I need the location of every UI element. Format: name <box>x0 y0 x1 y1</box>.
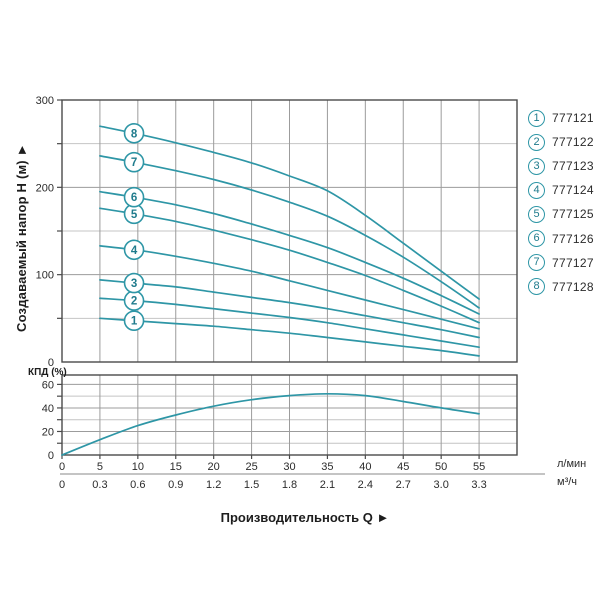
legend-number-circle: 1 <box>528 109 545 127</box>
legend-number-circle: 6 <box>528 230 545 248</box>
efficiency-axis-label: КПД (%) <box>28 367 67 378</box>
curve-legend: 1 777121 2 777122 3 777123 4 777124 5 777125 6 7771… <box>528 106 598 299</box>
curve-label-circle-7 <box>123 151 145 173</box>
x-tick-label-m3h: 0 <box>59 479 65 491</box>
x-tick-label-m3h: 0.9 <box>168 479 183 491</box>
legend-number-circle: 8 <box>528 278 545 296</box>
efficiency-y-tick-label: 0 <box>48 450 54 462</box>
curve-label-number-5: 5 <box>131 209 138 221</box>
legend-item-777123: 3 777123 <box>528 154 598 178</box>
legend-model-number: 777121 <box>552 111 594 126</box>
x-tick-label-lmin: 50 <box>435 461 447 473</box>
curve-label-circle-3 <box>123 272 145 294</box>
legend-item-777122: 2 777122 <box>528 130 598 154</box>
curve-label-circle-1 <box>123 310 145 331</box>
x-tick-label-m3h: 0.3 <box>92 479 107 491</box>
x-tick-label-m3h: 0.6 <box>130 479 145 491</box>
curve-label-number-2: 2 <box>131 296 137 308</box>
legend-number-circle: 5 <box>528 205 545 223</box>
head-curve-5 <box>99 207 480 324</box>
legend-item-777124: 4 777124 <box>528 178 598 202</box>
curve-label-circle-4 <box>123 239 145 261</box>
curve-label-number-6: 6 <box>131 192 137 204</box>
curve-label-number-3: 3 <box>131 278 137 290</box>
x-tick-label-lmin: 20 <box>208 461 220 473</box>
x-tick-label-m3h: 2.7 <box>396 479 411 491</box>
head-curve-7 <box>99 155 480 309</box>
efficiency-y-tick-label: 40 <box>42 403 54 415</box>
x-tick-label-m3h: 2.4 <box>358 479 373 491</box>
head-curve-1 <box>99 317 480 357</box>
legend-model-number: 777122 <box>552 135 594 150</box>
unit-cubic-meters-per-hour: м³/ч <box>557 476 578 488</box>
legend-model-number: 777128 <box>552 279 594 294</box>
legend-model-number: 777124 <box>552 183 594 198</box>
x-tick-label-lmin: 30 <box>283 461 295 473</box>
legend-number-circle: 4 <box>528 181 545 199</box>
x-tick-label-lmin: 0 <box>59 461 65 473</box>
legend-model-number: 777123 <box>552 159 594 174</box>
curve-label-circle-6 <box>123 186 145 208</box>
x-axis-title: Производительность Q ► <box>220 510 390 525</box>
legend-model-number: 777127 <box>552 255 594 270</box>
x-tick-label-lmin: 55 <box>473 461 485 473</box>
x-tick-label-m3h: 2.1 <box>320 479 335 491</box>
y-axis-title: Создаваемый напор H (м) ► <box>14 143 29 332</box>
head-curve-3 <box>99 279 480 339</box>
legend-number-circle: 7 <box>528 254 545 272</box>
legend-number-circle: 2 <box>528 133 545 151</box>
head-y-tick-label: 200 <box>36 182 54 194</box>
x-tick-label-m3h: 3.3 <box>471 479 486 491</box>
legend-number-circle: 3 <box>528 157 545 175</box>
curve-label-number-1: 1 <box>131 316 138 328</box>
head-y-tick-label: 300 <box>36 95 54 107</box>
x-tick-label-lmin: 15 <box>170 461 182 473</box>
legend-model-number: 777125 <box>552 207 594 222</box>
legend-item-777128: 8 777128 <box>528 275 598 299</box>
curve-label-circle-8 <box>123 122 145 144</box>
legend-item-777121: 1 777121 <box>528 106 598 130</box>
unit-liters-per-min: л/мин <box>557 458 587 470</box>
x-tick-label-lmin: 45 <box>397 461 409 473</box>
x-tick-label-lmin: 25 <box>245 461 257 473</box>
head-y-tick-label: 100 <box>36 270 54 282</box>
head-curve-4 <box>99 244 480 330</box>
head-curve-2 <box>99 297 480 349</box>
legend-item-777127: 7 777127 <box>528 251 598 275</box>
x-tick-label-m3h: 1.8 <box>282 479 297 491</box>
curve-label-number-8: 8 <box>131 128 138 140</box>
curve-label-number-4: 4 <box>131 245 138 257</box>
x-tick-label-lmin: 10 <box>132 461 144 473</box>
efficiency-y-tick-label: 20 <box>42 426 54 438</box>
x-tick-label-lmin: 5 <box>97 461 103 473</box>
legend-model-number: 777126 <box>552 231 594 246</box>
x-tick-label-m3h: 1.2 <box>206 479 221 491</box>
x-tick-label-lmin: 40 <box>359 461 371 473</box>
efficiency-curve <box>61 392 480 456</box>
head-curve-6 <box>99 190 480 315</box>
head-curve-8 <box>99 125 480 300</box>
head-y-tick-label: 0 <box>48 357 54 369</box>
x-tick-label-m3h: 1.5 <box>244 479 259 491</box>
curve-label-number-7: 7 <box>131 157 137 169</box>
x-tick-label-m3h: 3.0 <box>434 479 449 491</box>
efficiency-y-tick-label: 60 <box>42 379 54 391</box>
x-tick-label-lmin: 35 <box>321 461 333 473</box>
legend-item-777126: 6 777126 <box>528 226 598 250</box>
legend-item-777125: 5 777125 <box>528 202 598 226</box>
